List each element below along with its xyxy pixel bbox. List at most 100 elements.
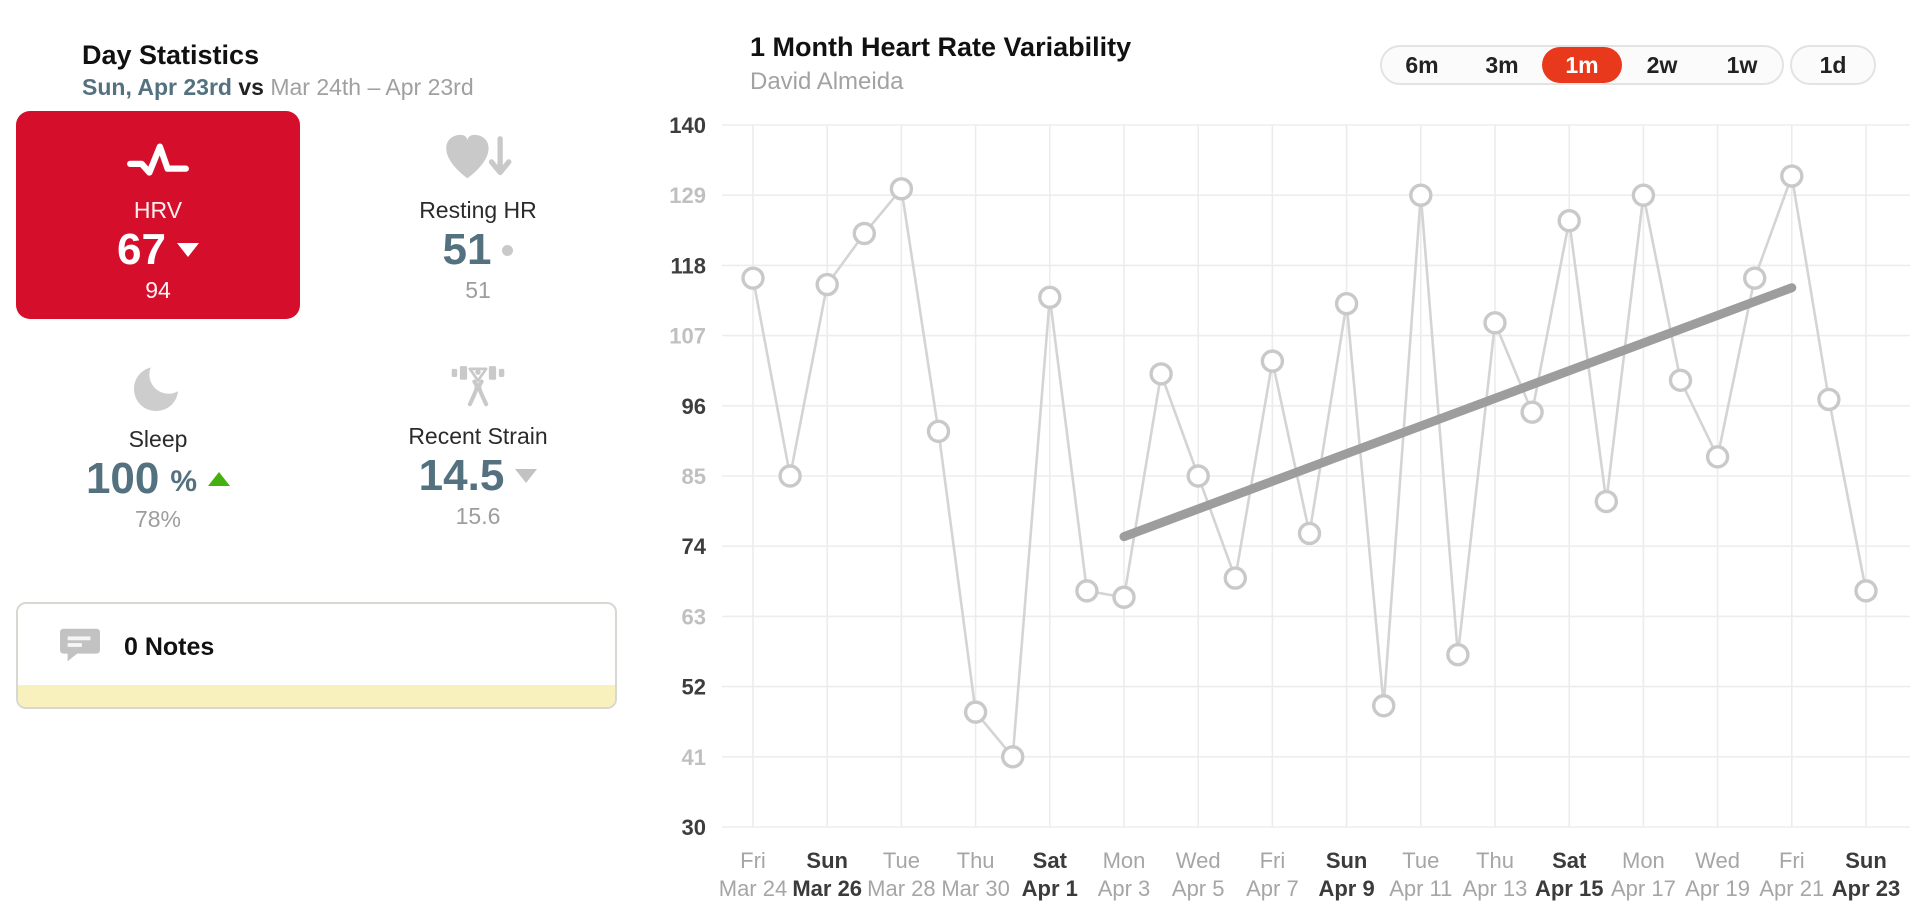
stat-value: 14.5 <box>418 450 505 500</box>
subtitle-vs: vs <box>238 74 264 100</box>
range-button-1d[interactable]: 1d <box>1790 45 1876 85</box>
x-axis-label: Wed <box>1176 848 1221 873</box>
x-axis-label: Thu <box>1476 848 1514 873</box>
y-axis-label: 63 <box>682 604 706 629</box>
subtitle-compare-range: Mar 24th – Apr 23rd <box>270 74 474 100</box>
chart-point[interactable] <box>889 177 914 201</box>
stat-card-recent-strain[interactable]: Recent Strain 14.5 15.6 <box>336 340 620 530</box>
chart-point[interactable] <box>1186 464 1210 488</box>
x-axis-label: Mar 30 <box>941 876 1009 901</box>
x-axis-label: Apr 21 <box>1759 876 1824 901</box>
stat-label: Recent Strain <box>408 422 548 449</box>
range-button-2w[interactable]: 2w <box>1646 52 1678 78</box>
chart-point[interactable] <box>1668 368 1693 392</box>
chart-point[interactable] <box>1854 579 1878 603</box>
range-button-3m[interactable]: 3m <box>1485 52 1519 78</box>
x-axis-label: Apr 9 <box>1318 876 1374 901</box>
stat-label: Sleep <box>128 426 188 452</box>
chart-point[interactable] <box>1334 291 1359 316</box>
x-axis-label: Apr 15 <box>1535 876 1603 901</box>
chart-point[interactable] <box>741 266 765 290</box>
range-button-1m[interactable]: 1m <box>1542 47 1622 83</box>
chart-point[interactable] <box>1817 387 1841 412</box>
chart-point[interactable] <box>1409 183 1433 207</box>
trend-down-icon <box>515 468 538 483</box>
notes-panel[interactable]: 0 Notes <box>16 602 617 709</box>
chart-point[interactable] <box>1557 209 1581 233</box>
x-axis-label: Apr 3 <box>1098 876 1151 901</box>
range-button-1w[interactable]: 1w <box>1726 52 1758 78</box>
chart-point[interactable] <box>1149 362 1173 386</box>
strain-lifter-icon <box>449 362 507 411</box>
stat-value: 100 <box>85 454 160 503</box>
x-axis-label: Fri <box>740 848 766 873</box>
chart-point[interactable] <box>852 221 877 246</box>
subtitle-selected-day: Sun, Apr 23rd <box>82 74 232 100</box>
notes-highlight-strip <box>18 685 615 707</box>
moon-icon <box>131 362 185 414</box>
hrv-waveform-icon <box>127 133 189 185</box>
chart-point[interactable] <box>815 272 839 297</box>
x-axis-label: Mon <box>1622 848 1665 873</box>
chart-point[interactable] <box>1001 745 1025 769</box>
x-axis-label: Fri <box>1260 848 1286 873</box>
chart-point[interactable] <box>1297 521 1322 546</box>
range-button-6m[interactable]: 6m <box>1405 52 1439 78</box>
stat-value: 51 <box>442 225 492 274</box>
page-subtitle: Sun, Apr 23rd vs Mar 24th – Apr 23rd <box>82 74 474 101</box>
x-axis-label: Sun <box>1845 848 1887 873</box>
x-axis-label: Tue <box>883 848 920 873</box>
chart-point[interactable] <box>1705 445 1730 469</box>
chart-point[interactable] <box>1483 311 1507 335</box>
chart-point[interactable] <box>1780 164 1804 188</box>
x-axis-label: Apr 13 <box>1463 876 1528 901</box>
chart-point[interactable] <box>926 419 951 444</box>
x-axis-label: Apr 11 <box>1389 876 1452 901</box>
trend-flat-icon <box>502 244 514 256</box>
chart-point[interactable] <box>1594 489 1618 514</box>
chart-point[interactable] <box>1446 642 1470 667</box>
x-axis-label: Mar 24 <box>719 876 787 901</box>
y-axis-label: 30 <box>682 815 706 840</box>
x-axis-label: Sat <box>1552 848 1587 873</box>
stat-card-hrv[interactable]: HRV 67 94 <box>16 111 300 319</box>
stat-value-suffix: % <box>170 465 198 499</box>
chart-point[interactable] <box>778 464 802 488</box>
y-axis-label: 140 <box>669 113 706 138</box>
x-axis-label: Apr 17 <box>1611 876 1676 901</box>
x-axis-label: Sun <box>806 848 848 873</box>
x-axis-label: Sun <box>1326 848 1368 873</box>
x-axis-label: Sat <box>1033 848 1068 873</box>
stat-card-sleep[interactable]: Sleep 100 % 78% <box>16 340 300 532</box>
chart-point[interactable] <box>1260 349 1285 373</box>
chart-point[interactable] <box>1631 183 1656 207</box>
trend-line <box>1119 283 1797 542</box>
x-axis-label: Wed <box>1695 848 1740 873</box>
y-axis-label: 74 <box>682 534 707 559</box>
x-axis-label: Fri <box>1779 848 1805 873</box>
x-axis-label: Apr 1 <box>1022 876 1078 901</box>
stat-compare-value: 15.6 <box>455 503 501 529</box>
chart-point[interactable] <box>1742 266 1767 290</box>
y-axis-label: 107 <box>669 324 706 349</box>
chart-point[interactable] <box>1038 285 1062 310</box>
chart-point[interactable] <box>1223 566 1247 590</box>
y-axis-label: 85 <box>682 464 706 489</box>
stat-compare-value: 94 <box>145 277 171 304</box>
y-axis-label: 41 <box>682 745 706 770</box>
x-axis-label: Mar 26 <box>792 876 862 901</box>
chart-subtitle-person: David Almeida <box>750 68 904 95</box>
hrv-line-chart: Fri Mar 24 Sun Mar 26 Tue Mar 28 Thu Mar 30 Sat A… <box>669 113 1910 901</box>
chart-point[interactable] <box>1112 585 1136 609</box>
chart-point[interactable] <box>963 700 988 724</box>
notes-count-label: 0 Notes <box>124 633 215 661</box>
x-axis-label: Apr 23 <box>1832 876 1900 901</box>
x-axis-label: Apr 19 <box>1685 876 1750 901</box>
chart-point[interactable] <box>1075 579 1099 603</box>
chart-title: 1 Month Heart Rate Variability <box>750 32 1132 62</box>
time-range-selector: 6m 3m 1m 2w 1w <box>1380 45 1784 85</box>
chart-point[interactable] <box>1372 694 1396 718</box>
chart-point[interactable] <box>1520 400 1544 424</box>
stat-card-resting-hr[interactable]: Resting HR 51 51 <box>336 111 620 319</box>
trend-down-icon <box>176 243 199 258</box>
